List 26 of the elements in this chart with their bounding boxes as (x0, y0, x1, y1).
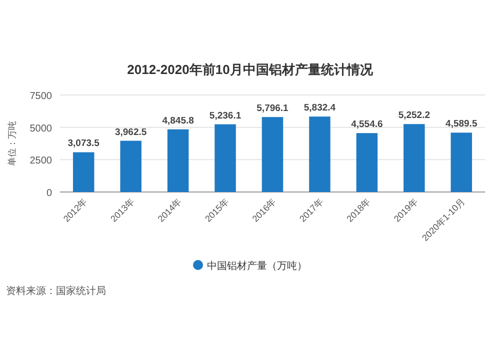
bar (214, 124, 236, 192)
text: 5,796.1 (256, 103, 288, 114)
y-tick-label: 5000 (30, 123, 52, 134)
bar (72, 152, 94, 192)
y-tick-label: 2500 (30, 156, 52, 167)
legend-label: 中国铝材产量（万吨） (207, 260, 307, 272)
y-tick-label: 0 (46, 188, 52, 199)
text: 5,236.1 (209, 110, 242, 122)
bar (120, 140, 142, 192)
bar (404, 124, 425, 192)
bar (167, 129, 189, 192)
bar (356, 133, 378, 192)
text: 4,589.5 (446, 118, 478, 130)
bar (262, 117, 284, 192)
y-tick-label: 7500 (30, 91, 52, 102)
text: 资料来源：国家统计局 (6, 285, 106, 297)
y-axis-title: 单位：万吨 (7, 121, 17, 166)
text: 3,073.5 (68, 138, 100, 150)
bar (309, 116, 330, 192)
text: 5,832.4 (304, 102, 336, 114)
text: 3,962.5 (114, 126, 147, 138)
chart-title: 2012-2020年前10月中国铝材产量统计情况 (127, 62, 374, 77)
text: 4,554.6 (351, 119, 383, 130)
bar (450, 132, 472, 192)
text: 4,845.8 (162, 115, 194, 126)
text: 5,252.2 (398, 110, 430, 122)
